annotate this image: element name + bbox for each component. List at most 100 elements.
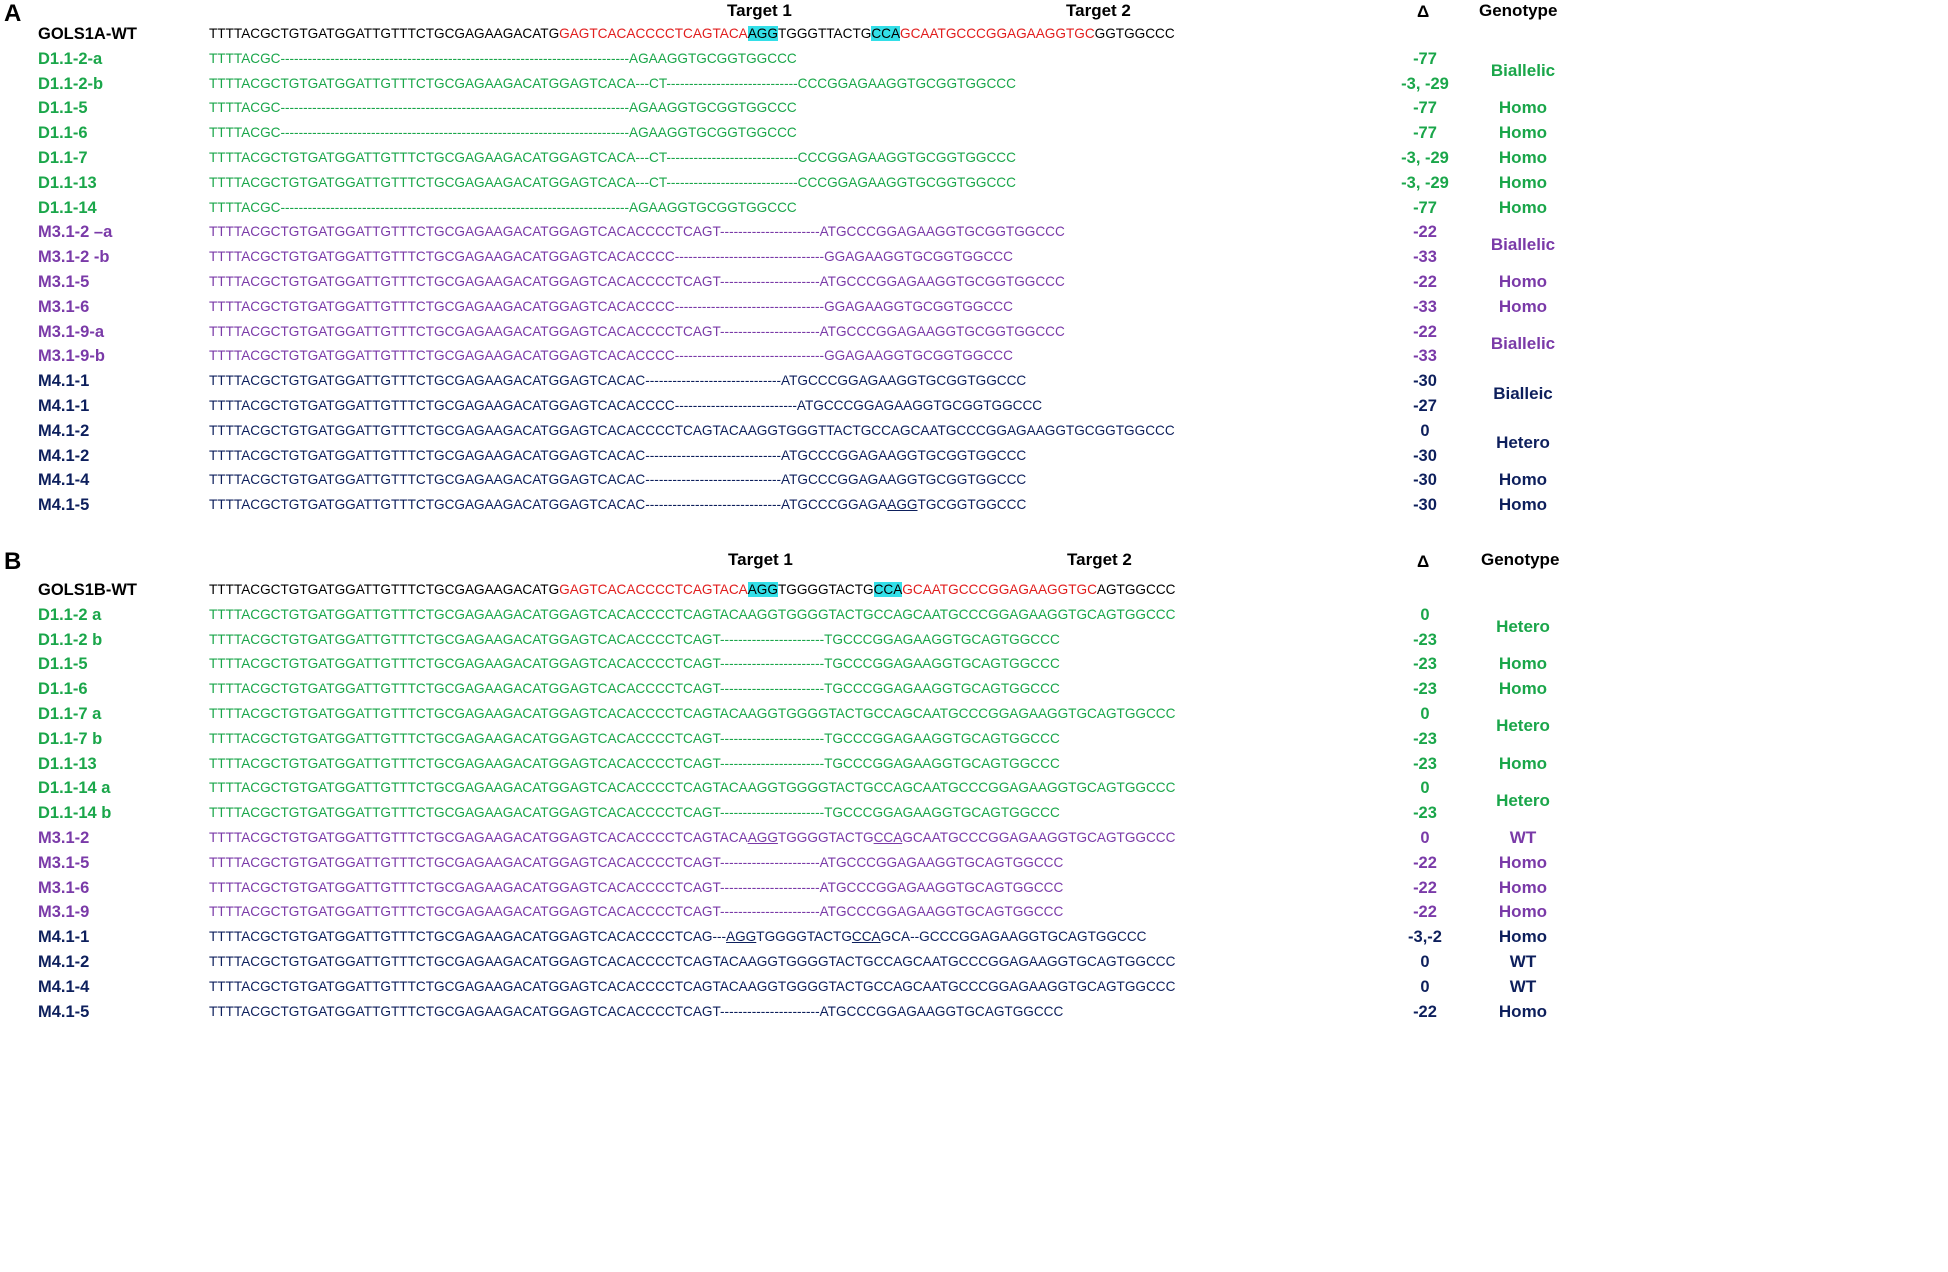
deletion-size: -23 (1413, 804, 1437, 823)
panel-letter: B (4, 548, 22, 575)
alignment-row: M3.1-5 TTTTACGCTGTGATGGATTGTTTCTGCGAGAAGA… (0, 270, 1568, 295)
alignment-row: D1.1-6 TTTTACGC--------------------------… (0, 121, 1568, 146)
sequence-segment: TTTTACGCTGTGATGGATTGTTTCTGCGAGAAGACATGGA… (209, 805, 1060, 821)
sequence: TTTTACGCTGTGATGGATTGTTTCTGCGAGAAGACATGGA… (209, 493, 1337, 518)
sequence-segment: TTTTACGCTGTGATGGATTGTTTCTGCGAGAAGACATGGA… (209, 706, 1176, 721)
sequence-segment: TTTTACGCTGTGATGGATTGTTTCTGCGAGAAGACATGGA… (209, 929, 727, 945)
deletion-size: -30 (1413, 471, 1437, 490)
alignment-row: D1.1-2-b TTTTACGCTGTGATGGATTGTTTCTGCGAGAA… (0, 72, 1568, 97)
alignment-row: D1.1-2 b TTTTACGCTGTGATGGATTGTTTCTGCGAGAA… (0, 628, 1568, 653)
deletion-size: -30 (1413, 496, 1437, 515)
sequence: TTTTACGCTGTGATGGATTGTTTCTGCGAGAAGACATGGA… (209, 628, 1337, 653)
sequence: TTTTACGCTGTGATGGATTGTTTCTGCGAGAAGACATGGA… (209, 801, 1337, 826)
sequence: TTTTACGCTGTGATGGATTGTTTCTGCGAGAAGACATGGA… (209, 950, 1337, 975)
deletion-size: -3, -29 (1401, 173, 1449, 192)
sequence-segment: TTTTACGCTGTGATGGATTGTTTCTGCGAGAAGACATGGA… (209, 150, 1016, 165)
genotype-label: Homo (1498, 123, 1548, 143)
sequence: TTTTACGCTGTGATGGATTGTTTCTGCGAGAAGACATGGA… (209, 578, 1337, 603)
sequence-segment: TTTTACGCTGTGATGGATTGTTTCTGCGAGAAGACATGGA… (209, 755, 1060, 771)
sequence: TTTTACGCTGTGATGGATTGTTTCTGCGAGAAGACATGGA… (209, 344, 1337, 369)
alignment-row: M3.1-6 TTTTACGCTGTGATGGATTGTTTCTGCGAGAAGA… (0, 295, 1568, 320)
deletion-size: 0 (1420, 421, 1430, 440)
wild-type-row: GOLS1A-WT TTTTACGCTGTGATGGATTGTTTCTGCGAGA… (0, 22, 1568, 47)
sequence-segment: TTTTACGCTGTGATGGATTGTTTCTGCGAGAAGACATGGA… (209, 447, 1027, 463)
sequence-segment: TTTTACGCTGTGATGGATTGTTTCTGCGAGAAGACATGGA… (209, 274, 1065, 289)
sequence-segment: TTTTACGC--------------------------------… (209, 100, 797, 116)
sequence-segment: TTTTACGCTGTGATGGATTGTTTCTGCGAGAAGACATGGA… (209, 656, 1060, 672)
sample-name: M3.1-9 (38, 903, 90, 922)
sample-name: M3.1-2 (38, 829, 90, 847)
genotype-label: Bialleic (1493, 383, 1553, 403)
sequence: TTTTACGCTGTGATGGATTGTTTCTGCGAGAAGACATGGA… (209, 677, 1337, 702)
deletion-size: -22 (1413, 322, 1437, 341)
sequence: TTTTACGCTGTGATGGATTGTTTCTGCGAGAAGACATGGA… (209, 245, 1337, 270)
deletion-size: -30 (1413, 372, 1437, 391)
sample-name: GOLS1A-WT (38, 25, 137, 43)
alignment-row: M4.1-5 TTTTACGCTGTGATGGATTGTTTCTGCGAGAAGA… (0, 493, 1568, 518)
alignment-row: M3.1-2 -b TTTTACGCTGTGATGGATTGTTTCTGCGAGA… (0, 245, 1568, 270)
sequence-segment: TTTTACGCTGTGATGGATTGTTTCTGCGAGAAGACATGGA… (209, 497, 888, 513)
deletion-size: -23 (1413, 630, 1437, 649)
sample-name: M4.1-5 (38, 496, 90, 515)
alignment-row: M3.1-6 TTTTACGCTGTGATGGATTGTTTCTGCGAGAAGA… (0, 876, 1568, 901)
sequence-segment: TGGGTTACTG (777, 26, 872, 41)
sequence-segment: TTTTACGCTGTGATGGATTGTTTCTGCGAGAAGACATG (209, 26, 560, 41)
alignment-row: D1.1-13 TTTTACGCTGTGATGGATTGTTTCTGCGAGAAG… (0, 752, 1568, 777)
sequence: TTTTACGCTGTGATGGATTGTTTCTGCGAGAAGACATGGA… (209, 727, 1337, 752)
genotype-label: Homo (1498, 852, 1548, 872)
sequence-segment: TTTTACGCTGTGATGGATTGTTTCTGCGAGAAGACATGGA… (209, 978, 1176, 994)
sequence-segment: TTTTACGC--------------------------------… (209, 50, 797, 66)
genotype-label: Homo (1498, 197, 1548, 217)
sample-name: M3.1-2 –a (38, 223, 113, 242)
alignment-row: M3.1-9-a TTTTACGCTGTGATGGATTGTTTCTGCGAGAA… (0, 320, 1568, 345)
sequence: TTTTACGCTGTGATGGATTGTTTCTGCGAGAAGACATGGA… (209, 876, 1337, 901)
sequence: TTTTACGCTGTGATGGATTGTTTCTGCGAGAAGACATGGA… (209, 270, 1337, 295)
sequence: TTTTACGCTGTGATGGATTGTTTCTGCGAGAAGACATGGA… (209, 1000, 1337, 1025)
sample-name: D1.1-2-a (38, 49, 103, 68)
target-2-label: Target 2 (1067, 550, 1132, 569)
alignment-row: M4.1-1 TTTTACGCTGTGATGGATTGTTTCTGCGAGAAGA… (0, 369, 1568, 394)
genotype-label: Homo (1498, 98, 1548, 118)
genotype-label: Hetero (1496, 790, 1550, 810)
alignment-row: M4.1-1 TTTTACGCTGTGATGGATTGTTTCTGCGAGAAGA… (0, 394, 1568, 419)
sequence: TTTTACGC--------------------------------… (209, 121, 1337, 146)
sample-name: D1.1-6 (38, 124, 88, 143)
genotype-label: Hetero (1496, 716, 1550, 736)
sequence-segment: TGGGGTACTG (756, 929, 852, 945)
sample-name: D1.1-13 (38, 173, 97, 192)
sequence-segment: TGGGGTACTG (777, 582, 874, 597)
sequence-segment: TTTTACGCTGTGATGGATTGTTTCTGCGAGAAGACATGGA… (209, 249, 1013, 265)
genotype-label: Homo (1498, 753, 1548, 773)
deletion-size: 0 (1420, 779, 1430, 798)
sequence-segment: TTTTACGCTGTGATGGATTGTTTCTGCGAGAAGACATGGA… (209, 1003, 1064, 1019)
pam-site: AGG (747, 26, 778, 41)
sequence: TTTTACGCTGTGATGGATTGTTTCTGCGAGAAGACATGGA… (209, 925, 1337, 950)
alignment-row: M4.1-2 TTTTACGCTGTGATGGATTGTTTCTGCGAGAAGA… (0, 444, 1568, 469)
sequence-segment: TTTTACGC--------------------------------… (209, 199, 797, 215)
underlined-site: AGG (887, 497, 918, 513)
sample-name: M3.1-6 (38, 878, 90, 897)
panel-letter: A (4, 0, 22, 27)
sequence: TTTTACGC--------------------------------… (209, 96, 1337, 121)
sequence: TTTTACGCTGTGATGGATTGTTTCTGCGAGAAGACATGGA… (209, 851, 1337, 876)
target-sequence: GCAATGCCCGGAGAAGGTGC (902, 582, 1097, 597)
sequence-segment: TTTTACGC--------------------------------… (209, 125, 797, 141)
deletion-size: -23 (1413, 754, 1437, 773)
sample-name: M4.1-5 (38, 1002, 90, 1021)
sequence: TTTTACGCTGTGATGGATTGTTTCTGCGAGAAGACATGGA… (209, 900, 1337, 925)
sample-name: D1.1-7 (38, 149, 88, 167)
alignment-row: D1.1-7 a TTTTACGCTGTGATGGATTGTTTCTGCGAGAA… (0, 702, 1568, 727)
deletion-size: -23 (1413, 655, 1437, 674)
sequence-segment: GCA--GCCCGGAGAAGGTGCAGTGGCCC (880, 929, 1147, 945)
deletion-size: 0 (1420, 829, 1430, 847)
alignment-row: D1.1-7 TTTTACGCTGTGATGGATTGTTTCTGCGAGAAGA… (0, 146, 1568, 171)
wild-type-row: GOLS1B-WT TTTTACGCTGTGATGGATTGTTTCTGCGAGA… (0, 578, 1568, 603)
sample-name: M3.1-5 (38, 853, 90, 872)
alignment-row: D1.1-14 b TTTTACGCTGTGATGGATTGTTTCTGCGAGA… (0, 801, 1568, 826)
delta-header: Δ (1417, 2, 1430, 21)
sequence-segment: TTTTACGCTGTGATGGATTGTTTCTGCGAGAAGACATGGA… (209, 348, 1013, 364)
sequence: TTTTACGC--------------------------------… (209, 47, 1337, 72)
sequence-segment: TTTTACGCTGTGATGGATTGTTTCTGCGAGAAGACATGGA… (209, 780, 1176, 796)
deletion-size: -22 (1413, 903, 1437, 922)
genotype-label: Homo (1498, 148, 1548, 167)
